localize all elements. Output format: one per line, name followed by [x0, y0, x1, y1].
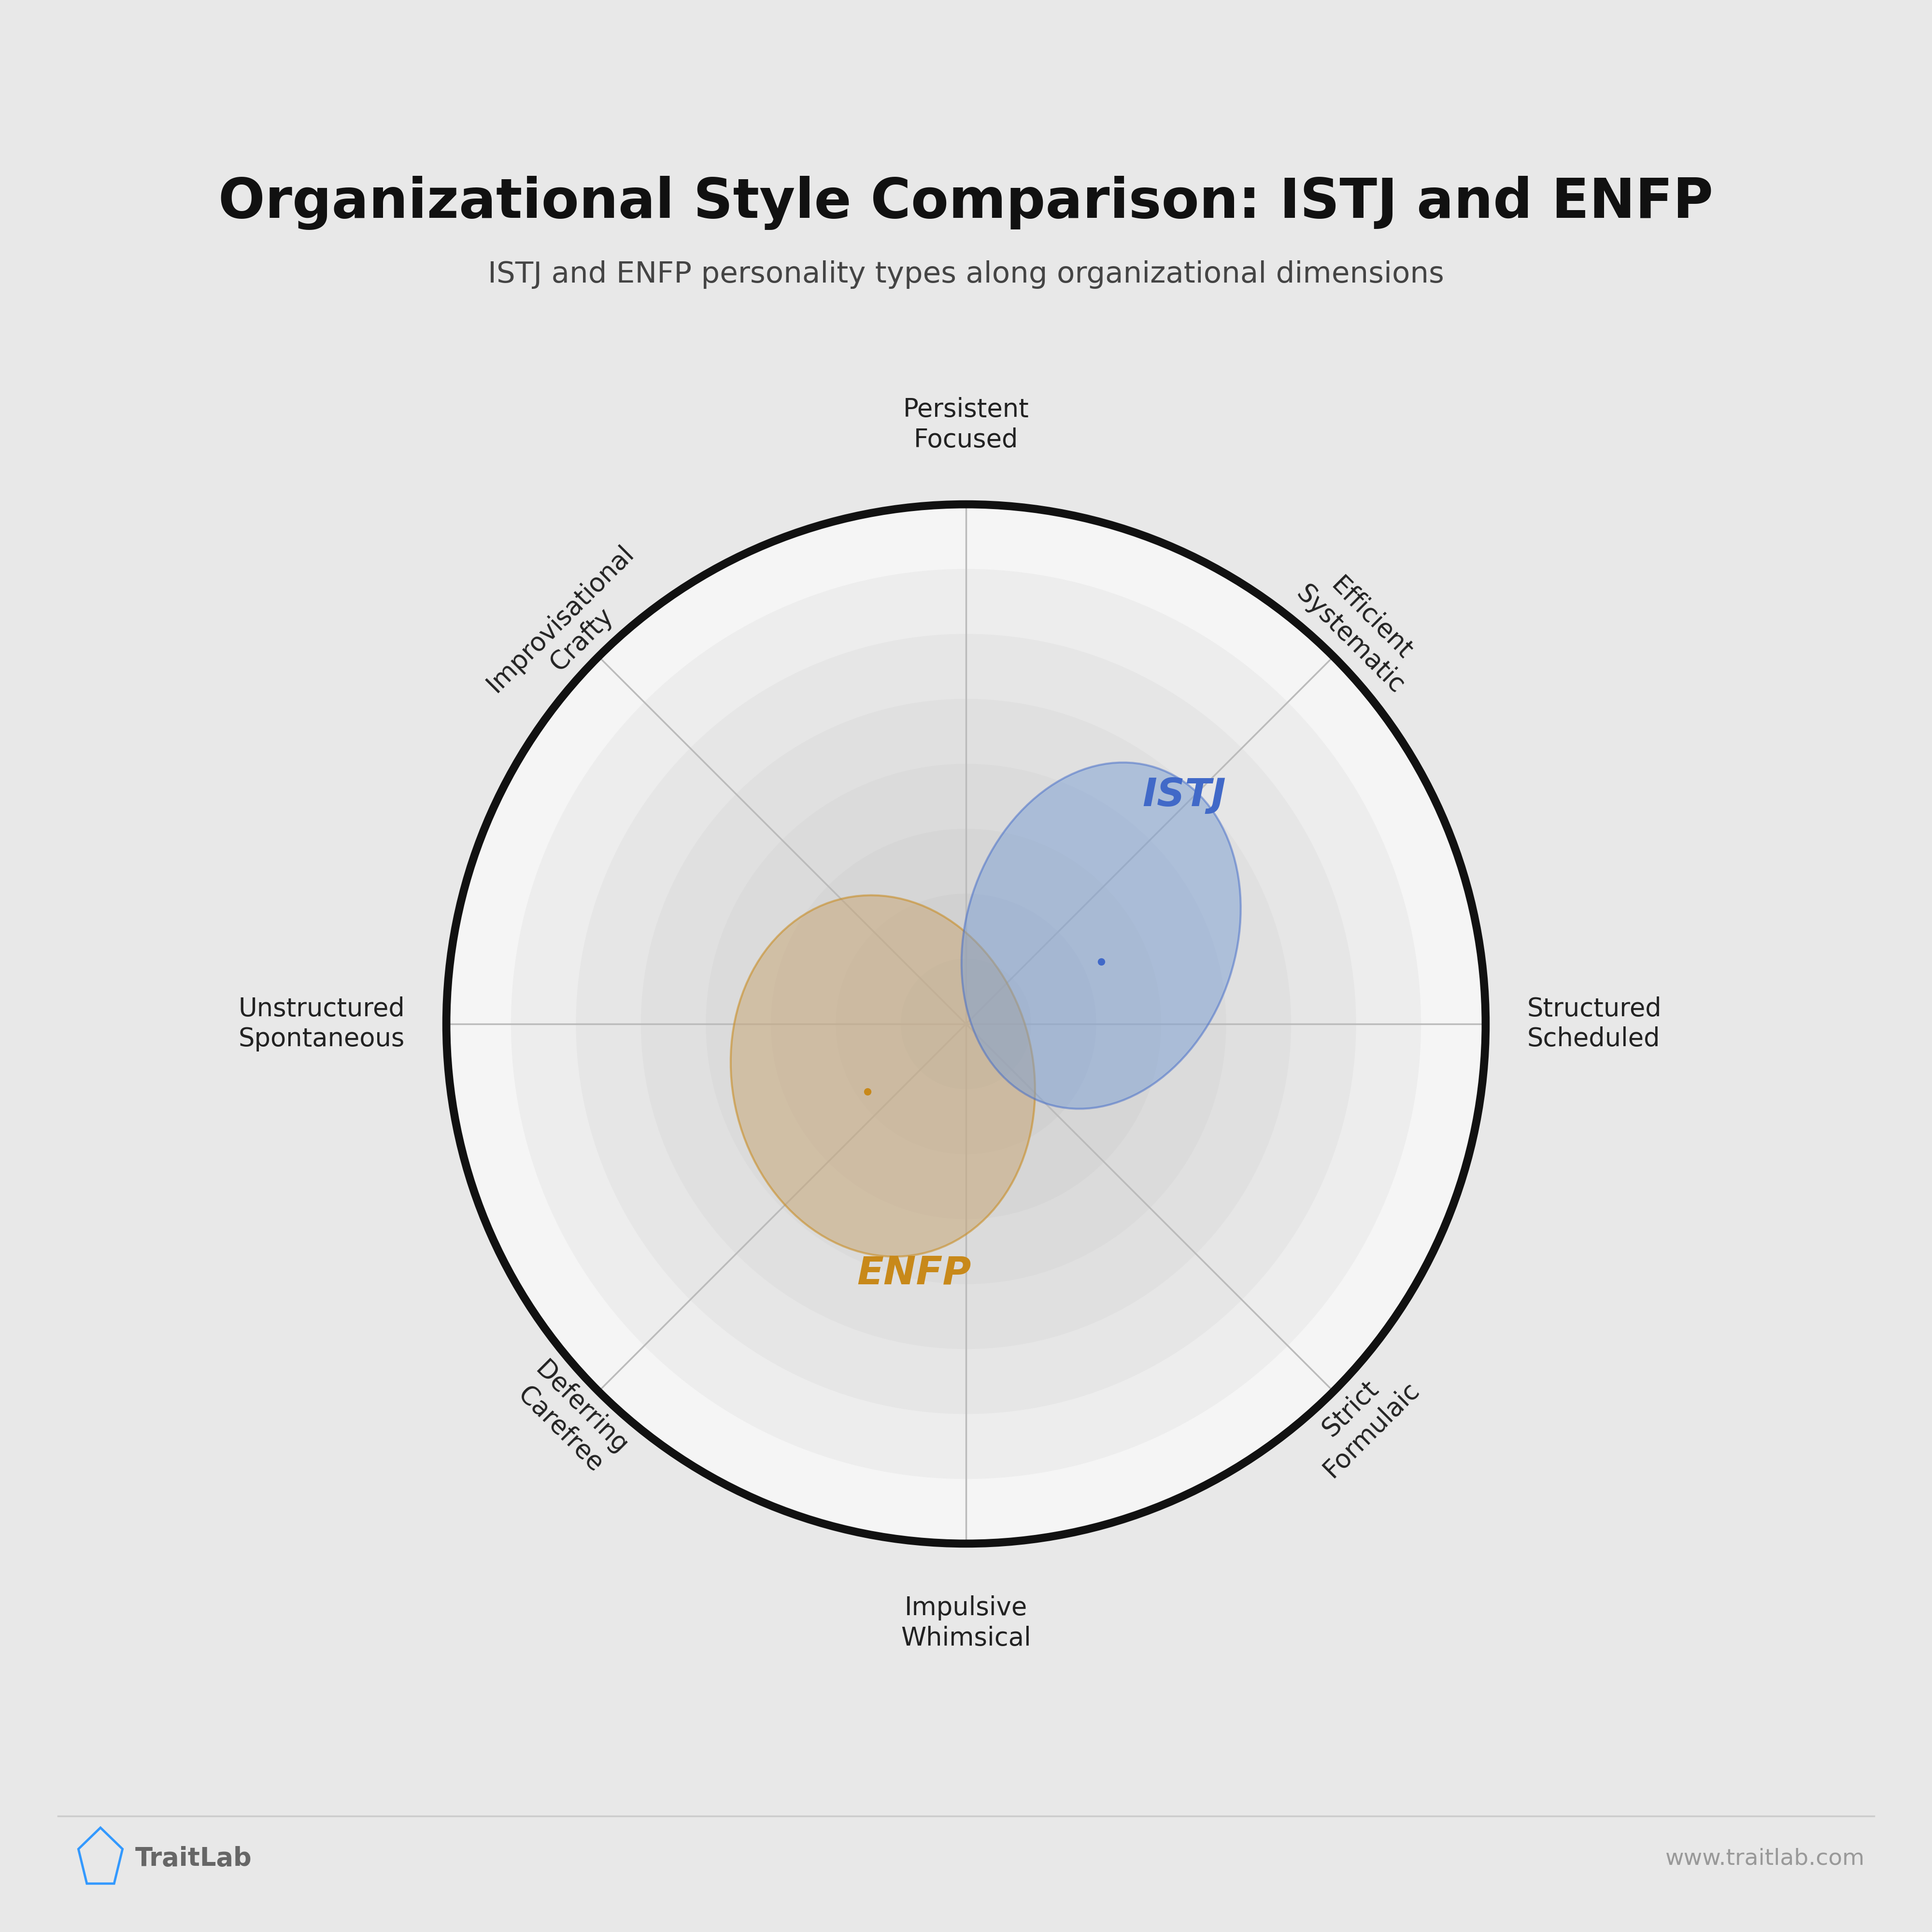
Circle shape	[837, 895, 1095, 1153]
Text: Improvisational
Crafty: Improvisational Crafty	[483, 541, 661, 719]
Ellipse shape	[730, 895, 1036, 1256]
Text: Unstructured
Spontaneous: Unstructured Spontaneous	[238, 997, 406, 1051]
Text: Persistent
Focused: Persistent Focused	[902, 398, 1030, 452]
Circle shape	[576, 634, 1356, 1414]
Text: ENFP: ENFP	[858, 1254, 972, 1293]
Circle shape	[900, 958, 1032, 1090]
Text: www.traitlab.com: www.traitlab.com	[1665, 1847, 1864, 1870]
Text: Structured
Scheduled: Structured Scheduled	[1526, 997, 1662, 1051]
Circle shape	[446, 504, 1486, 1544]
Text: Efficient
Systematic: Efficient Systematic	[1291, 560, 1430, 699]
Circle shape	[641, 699, 1291, 1349]
Text: Impulsive
Whimsical: Impulsive Whimsical	[900, 1596, 1032, 1650]
Circle shape	[512, 570, 1420, 1478]
Text: ISTJ: ISTJ	[1142, 777, 1227, 813]
Text: ISTJ and ENFP personality types along organizational dimensions: ISTJ and ENFP personality types along or…	[489, 261, 1443, 288]
Text: Strict
Formulaic: Strict Formulaic	[1298, 1356, 1424, 1482]
Circle shape	[707, 765, 1225, 1283]
Text: TraitLab: TraitLab	[135, 1847, 251, 1870]
Text: Deferring
Carefree: Deferring Carefree	[510, 1356, 634, 1480]
Circle shape	[771, 829, 1161, 1219]
Ellipse shape	[962, 763, 1240, 1109]
Text: Organizational Style Comparison: ISTJ and ENFP: Organizational Style Comparison: ISTJ an…	[218, 176, 1714, 230]
